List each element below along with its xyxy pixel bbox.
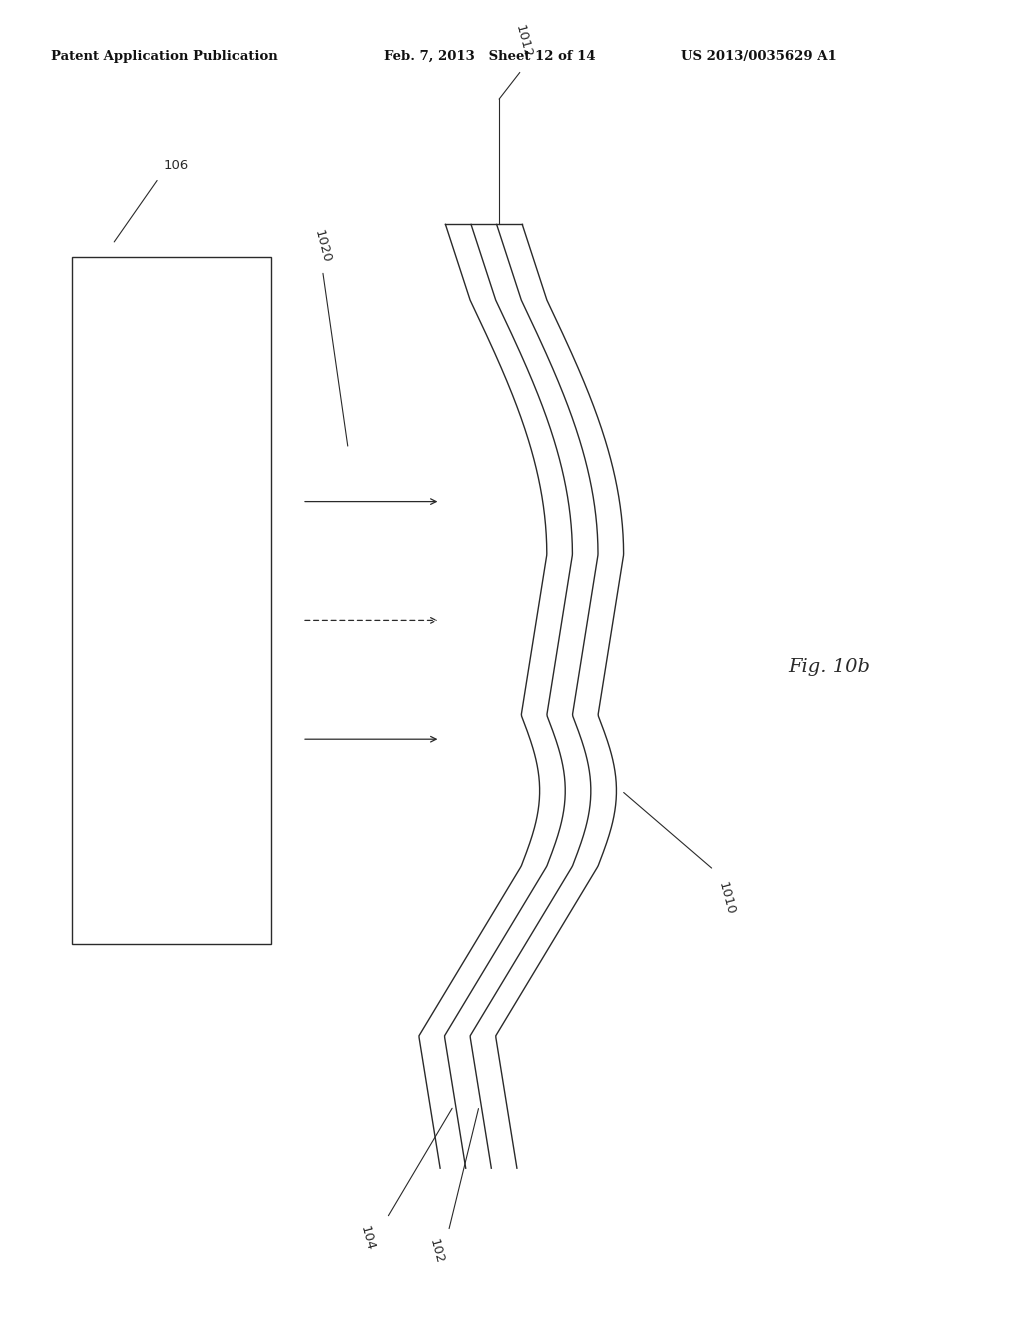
Bar	[72, 257, 271, 944]
Text: 1012: 1012	[513, 24, 534, 59]
Text: 106: 106	[164, 158, 189, 172]
Text: 1020: 1020	[312, 228, 333, 264]
Text: Fig. 10b: Fig. 10b	[788, 657, 870, 676]
Text: Feb. 7, 2013   Sheet 12 of 14: Feb. 7, 2013 Sheet 12 of 14	[384, 50, 596, 63]
Text: Patent Application Publication: Patent Application Publication	[51, 50, 278, 63]
Text: 102: 102	[426, 1238, 445, 1266]
Text: 104: 104	[357, 1225, 377, 1253]
Text: US 2013/0035629 A1: US 2013/0035629 A1	[681, 50, 837, 63]
Text: 1010: 1010	[716, 880, 737, 916]
